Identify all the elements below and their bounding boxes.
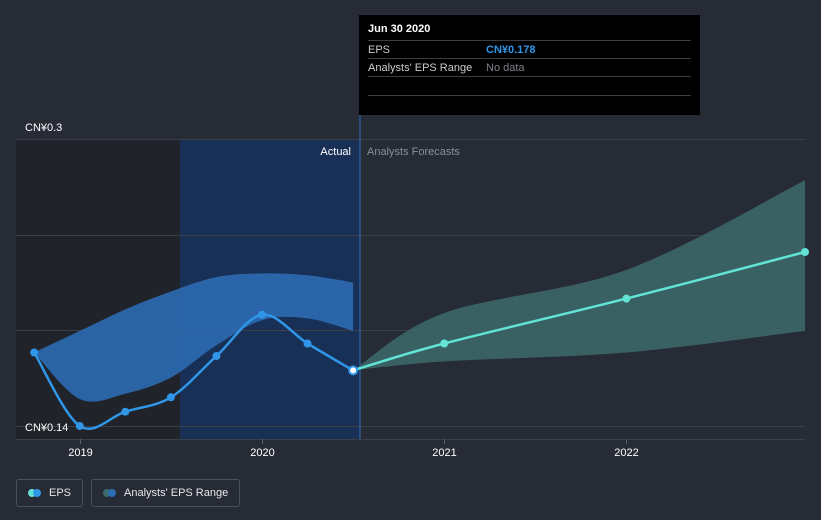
tooltip-eps-row: EPS CN¥0.178: [368, 40, 691, 58]
actual-eps-point-1: [75, 422, 84, 430]
forecast-region-label: Analysts Forecasts: [367, 146, 460, 158]
actual-eps-point-0: [30, 348, 39, 357]
current-eps-marker: [348, 365, 359, 376]
legend-range-label: Analysts' EPS Range: [124, 487, 229, 499]
tooltip-range-label: Analysts' EPS Range: [368, 61, 473, 74]
tooltip-range-value: No data: [486, 61, 525, 74]
actual-eps-point-6: [303, 339, 312, 348]
x-tick-label-3: 2022: [614, 447, 638, 459]
x-tick-label-1: 2020: [250, 447, 274, 459]
tooltip-eps-value: CN¥0.178: [486, 43, 536, 56]
actual-eps-point-3: [166, 393, 175, 402]
forecast-eps-line: [352, 250, 806, 372]
actual-eps-point-2: [121, 407, 130, 416]
x-tick-label-2: 2021: [432, 447, 456, 459]
actual-eps-point-4: [212, 352, 221, 360]
x-axis-ticks: 2019 2020 2021 2022: [68, 439, 639, 459]
y-label-top: CN¥0.3: [25, 122, 62, 134]
forecast-range-band: [353, 180, 805, 371]
forecast-eps-point-1: [440, 339, 449, 348]
data-tooltip: Jun 30 2020 EPS CN¥0.178 Analysts' EPS R…: [359, 15, 700, 115]
range-swatch-icon: [103, 489, 117, 497]
legend-eps-toggle[interactable]: EPS: [16, 479, 84, 507]
y-label-bottom: CN¥0.14: [25, 422, 68, 434]
actual-region-label: Actual: [320, 146, 351, 158]
tooltip-eps-label: EPS: [368, 43, 391, 56]
x-tick-label-0: 2019: [68, 447, 92, 459]
forecast-eps-point-3: [801, 248, 809, 256]
tooltip-date: Jun 30 2020: [368, 23, 431, 35]
eps-points: [30, 248, 809, 430]
eps-swatch-icon: [28, 489, 42, 497]
tooltip-range-row: Analysts' EPS Range No data: [368, 58, 691, 77]
tooltip-bottom-rule: [368, 95, 691, 96]
actual-range-band: [34, 273, 354, 402]
eps-range-bands: [34, 180, 805, 402]
forecast-eps-point-2: [622, 294, 631, 303]
tooltip-spacer: [368, 77, 691, 95]
legend-range-toggle[interactable]: Analysts' EPS Range: [91, 479, 241, 507]
legend-eps-label: EPS: [49, 487, 72, 499]
chart-legend: EPS Analysts' EPS Range: [16, 479, 241, 507]
actual-eps-point-5: [258, 310, 266, 319]
